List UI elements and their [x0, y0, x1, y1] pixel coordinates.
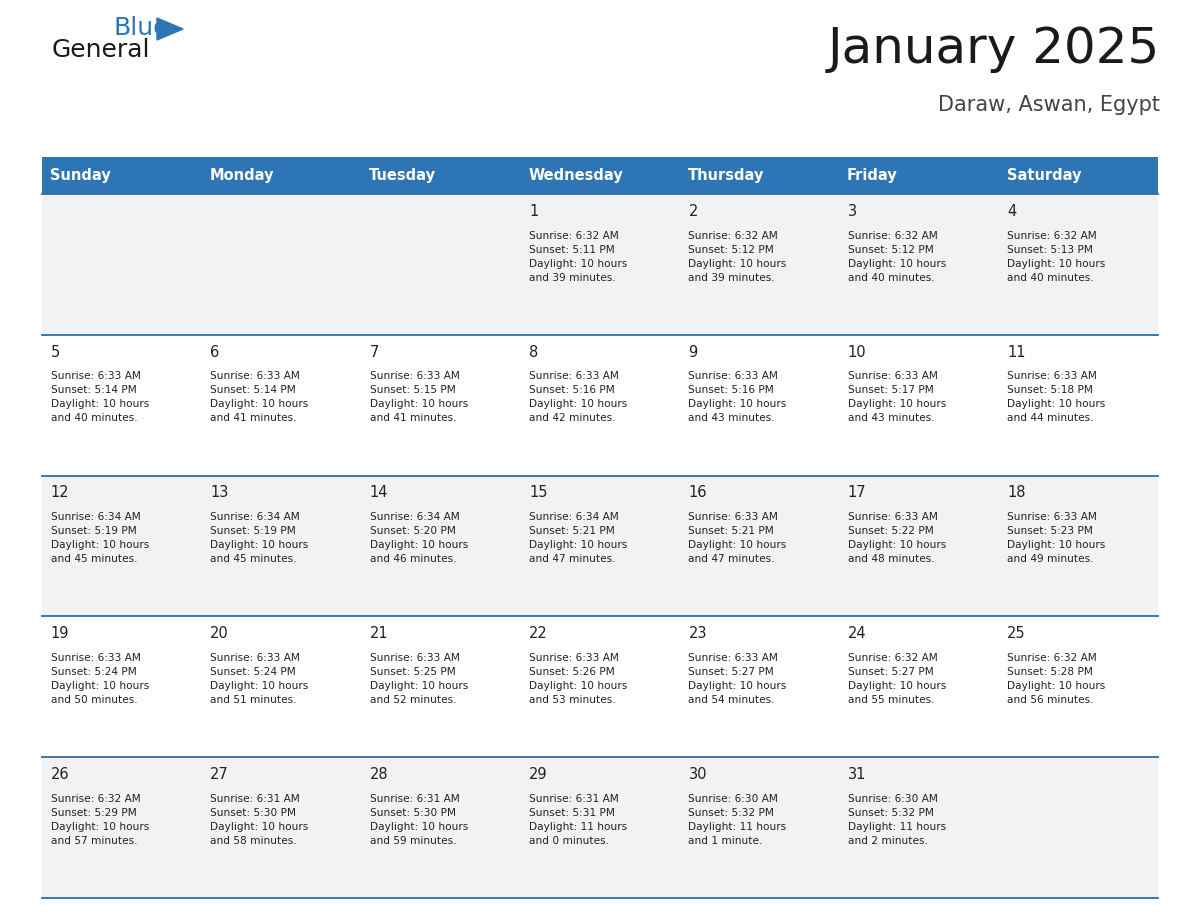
Text: 17: 17	[848, 486, 866, 500]
Text: Sunrise: 6:32 AM
Sunset: 5:29 PM
Daylight: 10 hours
and 57 minutes.: Sunrise: 6:32 AM Sunset: 5:29 PM Dayligh…	[51, 794, 148, 845]
Text: Sunrise: 6:32 AM
Sunset: 5:12 PM
Daylight: 10 hours
and 39 minutes.: Sunrise: 6:32 AM Sunset: 5:12 PM Dayligh…	[689, 230, 786, 283]
Text: 18: 18	[1007, 486, 1026, 500]
Text: 9: 9	[689, 344, 697, 360]
Text: 23: 23	[689, 626, 707, 642]
Text: Blue: Blue	[114, 16, 170, 40]
Text: Sunday: Sunday	[50, 168, 110, 183]
Text: Sunrise: 6:32 AM
Sunset: 5:27 PM
Daylight: 10 hours
and 55 minutes.: Sunrise: 6:32 AM Sunset: 5:27 PM Dayligh…	[848, 653, 946, 705]
Text: Sunrise: 6:33 AM
Sunset: 5:26 PM
Daylight: 10 hours
and 53 minutes.: Sunrise: 6:33 AM Sunset: 5:26 PM Dayligh…	[529, 653, 627, 705]
Text: Wednesday: Wednesday	[529, 168, 623, 183]
Text: Sunrise: 6:33 AM
Sunset: 5:16 PM
Daylight: 10 hours
and 42 minutes.: Sunrise: 6:33 AM Sunset: 5:16 PM Dayligh…	[529, 372, 627, 423]
Text: 28: 28	[369, 767, 388, 782]
Text: 14: 14	[369, 486, 388, 500]
Text: Sunrise: 6:33 AM
Sunset: 5:27 PM
Daylight: 10 hours
and 54 minutes.: Sunrise: 6:33 AM Sunset: 5:27 PM Dayligh…	[689, 653, 786, 705]
Text: Sunrise: 6:34 AM
Sunset: 5:20 PM
Daylight: 10 hours
and 46 minutes.: Sunrise: 6:34 AM Sunset: 5:20 PM Dayligh…	[369, 512, 468, 565]
Text: Sunrise: 6:33 AM
Sunset: 5:23 PM
Daylight: 10 hours
and 49 minutes.: Sunrise: 6:33 AM Sunset: 5:23 PM Dayligh…	[1007, 512, 1106, 565]
Text: General: General	[52, 38, 151, 62]
Text: January 2025: January 2025	[828, 25, 1159, 73]
Text: 30: 30	[689, 767, 707, 782]
Bar	[42, 335, 1158, 476]
Bar	[42, 757, 1158, 898]
Text: 25: 25	[1007, 626, 1026, 642]
Text: 5: 5	[51, 344, 61, 360]
Text: Daraw, Aswan, Egypt: Daraw, Aswan, Egypt	[939, 95, 1159, 115]
Text: 6: 6	[210, 344, 220, 360]
Text: Sunrise: 6:32 AM
Sunset: 5:12 PM
Daylight: 10 hours
and 40 minutes.: Sunrise: 6:32 AM Sunset: 5:12 PM Dayligh…	[848, 230, 946, 283]
Text: 11: 11	[1007, 344, 1026, 360]
Text: Sunrise: 6:33 AM
Sunset: 5:15 PM
Daylight: 10 hours
and 41 minutes.: Sunrise: 6:33 AM Sunset: 5:15 PM Dayligh…	[369, 372, 468, 423]
Text: Sunrise: 6:33 AM
Sunset: 5:25 PM
Daylight: 10 hours
and 52 minutes.: Sunrise: 6:33 AM Sunset: 5:25 PM Dayligh…	[369, 653, 468, 705]
Text: 7: 7	[369, 344, 379, 360]
Text: Sunrise: 6:33 AM
Sunset: 5:17 PM
Daylight: 10 hours
and 43 minutes.: Sunrise: 6:33 AM Sunset: 5:17 PM Dayligh…	[848, 372, 946, 423]
Text: Sunrise: 6:34 AM
Sunset: 5:19 PM
Daylight: 10 hours
and 45 minutes.: Sunrise: 6:34 AM Sunset: 5:19 PM Dayligh…	[51, 512, 148, 565]
Text: Sunrise: 6:34 AM
Sunset: 5:21 PM
Daylight: 10 hours
and 47 minutes.: Sunrise: 6:34 AM Sunset: 5:21 PM Dayligh…	[529, 512, 627, 565]
Text: Monday: Monday	[209, 168, 274, 183]
Text: Sunrise: 6:33 AM
Sunset: 5:14 PM
Daylight: 10 hours
and 41 minutes.: Sunrise: 6:33 AM Sunset: 5:14 PM Dayligh…	[210, 372, 309, 423]
Text: Sunrise: 6:32 AM
Sunset: 5:28 PM
Daylight: 10 hours
and 56 minutes.: Sunrise: 6:32 AM Sunset: 5:28 PM Dayligh…	[1007, 653, 1106, 705]
Text: 4: 4	[1007, 204, 1017, 218]
Text: 15: 15	[529, 486, 548, 500]
Text: 19: 19	[51, 626, 69, 642]
Text: Sunrise: 6:32 AM
Sunset: 5:13 PM
Daylight: 10 hours
and 40 minutes.: Sunrise: 6:32 AM Sunset: 5:13 PM Dayligh…	[1007, 230, 1106, 283]
Text: 13: 13	[210, 486, 228, 500]
Text: 16: 16	[689, 486, 707, 500]
Bar	[42, 157, 1158, 194]
Text: 3: 3	[848, 204, 857, 218]
Text: 8: 8	[529, 344, 538, 360]
Text: Sunrise: 6:31 AM
Sunset: 5:30 PM
Daylight: 10 hours
and 59 minutes.: Sunrise: 6:31 AM Sunset: 5:30 PM Dayligh…	[369, 794, 468, 845]
Text: Sunrise: 6:33 AM
Sunset: 5:21 PM
Daylight: 10 hours
and 47 minutes.: Sunrise: 6:33 AM Sunset: 5:21 PM Dayligh…	[689, 512, 786, 565]
Text: 22: 22	[529, 626, 548, 642]
Text: 1: 1	[529, 204, 538, 218]
Polygon shape	[157, 18, 183, 40]
Text: Sunrise: 6:33 AM
Sunset: 5:14 PM
Daylight: 10 hours
and 40 minutes.: Sunrise: 6:33 AM Sunset: 5:14 PM Dayligh…	[51, 372, 148, 423]
Text: 27: 27	[210, 767, 229, 782]
Text: 12: 12	[51, 486, 69, 500]
Text: Tuesday: Tuesday	[368, 168, 436, 183]
Text: Friday: Friday	[847, 168, 898, 183]
Text: Sunrise: 6:31 AM
Sunset: 5:30 PM
Daylight: 10 hours
and 58 minutes.: Sunrise: 6:31 AM Sunset: 5:30 PM Dayligh…	[210, 794, 309, 845]
Text: 20: 20	[210, 626, 229, 642]
Text: Thursday: Thursday	[688, 168, 764, 183]
Text: Sunrise: 6:30 AM
Sunset: 5:32 PM
Daylight: 11 hours
and 2 minutes.: Sunrise: 6:30 AM Sunset: 5:32 PM Dayligh…	[848, 794, 946, 845]
Text: Sunrise: 6:34 AM
Sunset: 5:19 PM
Daylight: 10 hours
and 45 minutes.: Sunrise: 6:34 AM Sunset: 5:19 PM Dayligh…	[210, 512, 309, 565]
Bar	[42, 194, 1158, 335]
Text: 31: 31	[848, 767, 866, 782]
Text: 24: 24	[848, 626, 866, 642]
Text: 26: 26	[51, 767, 69, 782]
Text: 29: 29	[529, 767, 548, 782]
Text: 21: 21	[369, 626, 388, 642]
Text: 2: 2	[689, 204, 697, 218]
Text: Sunrise: 6:33 AM
Sunset: 5:24 PM
Daylight: 10 hours
and 50 minutes.: Sunrise: 6:33 AM Sunset: 5:24 PM Dayligh…	[51, 653, 148, 705]
Text: 10: 10	[848, 344, 866, 360]
Text: Sunrise: 6:33 AM
Sunset: 5:24 PM
Daylight: 10 hours
and 51 minutes.: Sunrise: 6:33 AM Sunset: 5:24 PM Dayligh…	[210, 653, 309, 705]
Text: Sunrise: 6:30 AM
Sunset: 5:32 PM
Daylight: 11 hours
and 1 minute.: Sunrise: 6:30 AM Sunset: 5:32 PM Dayligh…	[689, 794, 786, 845]
Text: Sunrise: 6:32 AM
Sunset: 5:11 PM
Daylight: 10 hours
and 39 minutes.: Sunrise: 6:32 AM Sunset: 5:11 PM Dayligh…	[529, 230, 627, 283]
Bar	[42, 616, 1158, 757]
Text: Sunrise: 6:31 AM
Sunset: 5:31 PM
Daylight: 11 hours
and 0 minutes.: Sunrise: 6:31 AM Sunset: 5:31 PM Dayligh…	[529, 794, 627, 845]
Text: Saturday: Saturday	[1006, 168, 1081, 183]
Bar	[42, 476, 1158, 616]
Text: Sunrise: 6:33 AM
Sunset: 5:18 PM
Daylight: 10 hours
and 44 minutes.: Sunrise: 6:33 AM Sunset: 5:18 PM Dayligh…	[1007, 372, 1106, 423]
Text: Sunrise: 6:33 AM
Sunset: 5:16 PM
Daylight: 10 hours
and 43 minutes.: Sunrise: 6:33 AM Sunset: 5:16 PM Dayligh…	[689, 372, 786, 423]
Text: Sunrise: 6:33 AM
Sunset: 5:22 PM
Daylight: 10 hours
and 48 minutes.: Sunrise: 6:33 AM Sunset: 5:22 PM Dayligh…	[848, 512, 946, 565]
